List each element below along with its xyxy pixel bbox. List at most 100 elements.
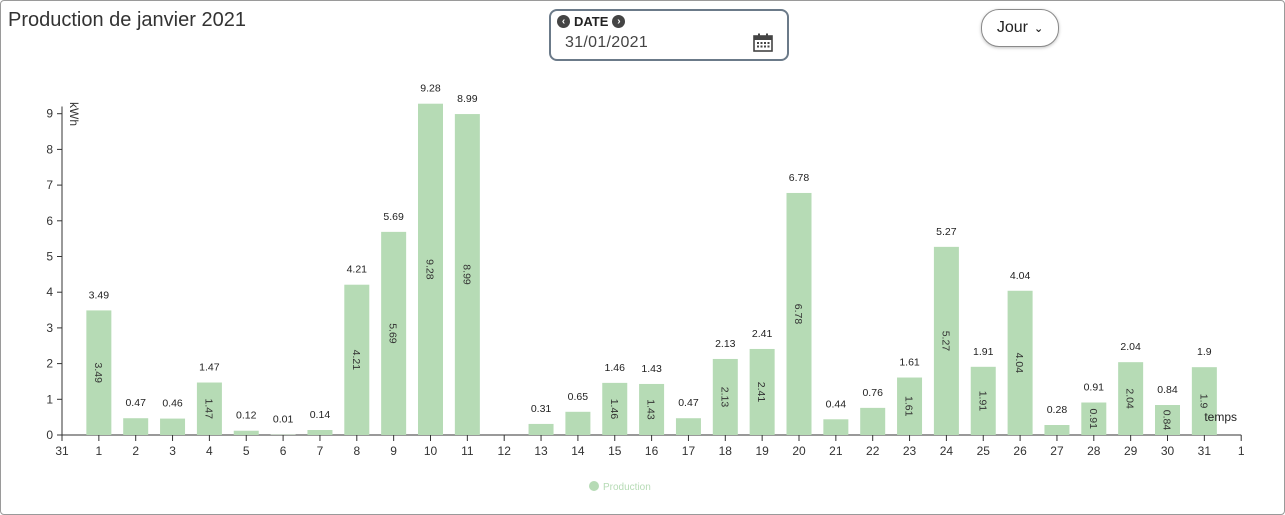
- bar-value-label: 0.01: [273, 414, 294, 426]
- bar-value-label: 1.47: [199, 362, 220, 374]
- date-picker[interactable]: ‹ DATE › 31/01/2021: [549, 9, 789, 61]
- bar-value-label: 0.44: [826, 398, 847, 410]
- bar-inner-label: 1.43: [645, 399, 657, 420]
- bar-value-label: 1.61: [899, 357, 920, 369]
- bar-value-label: 0.47: [125, 397, 146, 409]
- bar-value-label: 1.9: [1197, 346, 1212, 358]
- bar-inner-label: 1.46: [608, 399, 620, 420]
- bar-value-label: 1.43: [641, 363, 662, 375]
- x-tick-label: 9: [390, 444, 397, 458]
- bar-value-label: 0.76: [862, 387, 883, 399]
- bar: [786, 192, 812, 435]
- bar-inner-label: 0.84: [1161, 410, 1173, 431]
- bar: [712, 358, 738, 435]
- bar: [749, 348, 775, 435]
- x-tick-label: 24: [940, 444, 954, 458]
- bar: [823, 419, 849, 435]
- y-tick-label: 2: [46, 357, 53, 371]
- y-tick-label: 1: [46, 392, 53, 406]
- x-tick-label: 28: [1087, 444, 1101, 458]
- bar-inner-label: 1.9: [1197, 394, 1209, 409]
- x-tick-label: 6: [280, 444, 287, 458]
- bar-inner-label: 1.61: [903, 396, 915, 417]
- bar-inner-label: 2.13: [718, 387, 730, 408]
- chevron-left-circle-icon[interactable]: ‹: [557, 15, 570, 28]
- bar-value-label: 4.04: [1010, 270, 1031, 282]
- x-tick-label: 21: [829, 444, 843, 458]
- x-tick-label: 31: [55, 444, 69, 458]
- bar: [860, 407, 886, 435]
- bar: [233, 430, 259, 435]
- legend-label: Production: [603, 482, 651, 493]
- x-tick-label: 20: [792, 444, 806, 458]
- bar: [639, 383, 665, 435]
- x-tick-label: 2: [132, 444, 139, 458]
- y-tick-label: 3: [46, 321, 53, 335]
- chevron-right-circle-icon[interactable]: ›: [612, 15, 626, 28]
- bar-value-label: 0.65: [568, 391, 589, 403]
- bar-inner-label: 0.91: [1087, 409, 1099, 430]
- x-tick-label: 1: [96, 444, 103, 458]
- x-tick-label: 11: [461, 444, 474, 458]
- bar: [160, 418, 186, 435]
- x-tick-label: 12: [498, 444, 512, 458]
- x-tick-label: 27: [1050, 444, 1064, 458]
- bar-inner-label: 2.41: [755, 382, 767, 403]
- bar: [933, 246, 959, 435]
- bar: [1155, 405, 1180, 435]
- bar-value-label: 9.28: [420, 83, 441, 95]
- x-tick-label: 17: [682, 444, 696, 458]
- y-tick-label: 7: [46, 178, 53, 192]
- bar-value-label: 0.91: [1084, 382, 1105, 394]
- bar-value-label: 5.27: [936, 226, 957, 238]
- bar-inner-label: 1.47: [202, 399, 214, 420]
- y-tick-label: 4: [46, 285, 53, 299]
- y-tick-label: 9: [46, 107, 53, 121]
- bar-value-label: 4.21: [347, 264, 368, 276]
- bar-value-label: 2.04: [1120, 341, 1141, 353]
- bar-value-label: 0.84: [1157, 384, 1178, 396]
- date-label: DATE: [574, 14, 609, 29]
- y-tick-label: 8: [46, 142, 53, 156]
- bar: [344, 284, 370, 435]
- bar-value-label: 5.69: [383, 211, 404, 223]
- x-tick-label: 1: [1238, 444, 1245, 458]
- bar: [897, 377, 923, 435]
- x-tick-label: 29: [1124, 444, 1138, 458]
- bar: [1191, 367, 1217, 435]
- bar: [307, 430, 333, 435]
- bar: [381, 231, 407, 435]
- bar-value-label: 0.47: [678, 397, 699, 409]
- x-tick-label: 14: [571, 444, 585, 458]
- x-tick-label: 26: [1013, 444, 1027, 458]
- x-tick-label: 18: [719, 444, 733, 458]
- bar-value-label: 0.28: [1047, 404, 1068, 416]
- bar: [454, 114, 480, 435]
- period-select[interactable]: Jour ⌄: [981, 9, 1059, 47]
- page-title: Production de janvier 2021: [8, 9, 246, 31]
- y-tick-label: 5: [46, 250, 53, 264]
- calendar-icon[interactable]: [753, 33, 773, 52]
- bar: [1044, 425, 1070, 435]
- bar: [528, 423, 554, 435]
- bar-value-label: 2.41: [752, 328, 773, 340]
- bar-value-label: 8.99: [457, 93, 478, 105]
- bar-inner-label: 6.78: [792, 304, 804, 325]
- y-tick-label: 6: [46, 214, 53, 228]
- bar-inner-label: 3.49: [92, 362, 104, 383]
- bar-inner-label: 2.04: [1124, 388, 1136, 409]
- bar-value-label: 0.12: [236, 410, 257, 422]
- bar: [123, 418, 149, 435]
- x-tick-label: 13: [534, 444, 548, 458]
- bar-inner-label: 5.27: [939, 331, 951, 352]
- bar-value-label: 0.14: [310, 409, 331, 421]
- bar: [1081, 402, 1107, 435]
- period-select-value: Jour: [996, 19, 1028, 36]
- bar-inner-label: 1.91: [976, 391, 988, 412]
- x-tick-label: 30: [1161, 444, 1175, 458]
- bar-inner-label: 5.69: [387, 323, 399, 344]
- date-input[interactable]: 31/01/2021: [565, 34, 649, 51]
- bar-value-label: 0.31: [531, 403, 552, 415]
- x-tick-label: 16: [645, 444, 659, 458]
